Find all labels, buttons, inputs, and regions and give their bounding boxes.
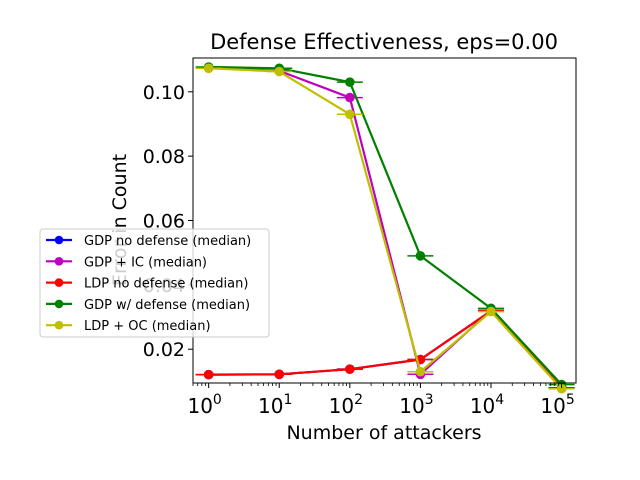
legend-marker <box>54 278 64 287</box>
legend: GDP no defense (median) GDP + IC (median)… <box>39 228 270 338</box>
legend-box <box>39 228 270 338</box>
x-tick-base: 10 <box>329 394 354 418</box>
legend-label: GDP + IC (median) <box>84 255 207 270</box>
legend-entry: LDP no defense (median) <box>46 277 248 292</box>
legend-entry: GDP no defense (median) <box>46 234 251 249</box>
data-point <box>345 92 355 103</box>
series-4 <box>195 63 575 394</box>
x-tick-exponent: 5 <box>566 392 575 408</box>
legend-label: LDP + OC (median) <box>84 319 211 334</box>
data-point <box>415 366 426 377</box>
data-point <box>345 109 355 120</box>
x-tick-base: 10 <box>187 394 212 418</box>
x-tick-label: 102 <box>329 392 363 418</box>
x-tick-label: 103 <box>399 392 433 418</box>
legend-entry: GDP w/ defense (median) <box>46 298 250 313</box>
x-axis-label: Number of attackers <box>286 422 481 444</box>
x-tick-exponent: 1 <box>284 392 293 408</box>
legend-marker <box>54 235 64 245</box>
x-tick-exponent: 2 <box>354 392 363 408</box>
legend-marker <box>54 299 64 309</box>
data-point <box>203 369 214 380</box>
x-tick-label: 101 <box>258 392 292 418</box>
x-tick-label: 100 <box>187 392 221 418</box>
y-tick-label: 0.02 <box>143 339 185 361</box>
x-tick-exponent: 0 <box>213 392 222 408</box>
x-axis: 100 101 102 103 104 105 <box>187 383 575 418</box>
y-tick-label: 0.06 <box>143 211 185 233</box>
legend-marker <box>54 257 64 266</box>
x-tick-label: 104 <box>470 392 504 418</box>
data-point <box>486 306 496 317</box>
data-point <box>345 364 355 374</box>
legend-entry: GDP + IC (median) <box>46 255 207 270</box>
data-point <box>345 77 355 87</box>
data-point <box>415 251 426 261</box>
x-tick-label: 105 <box>540 392 574 418</box>
legend-label: GDP no defense (median) <box>84 234 251 249</box>
legend-marker <box>54 320 64 330</box>
chart-title: Defense Effectiveness, eps=0.00 <box>210 30 558 54</box>
data-point <box>274 66 285 77</box>
x-tick-base: 10 <box>540 394 565 418</box>
y-tick-label: 0.10 <box>143 82 185 104</box>
x-tick-exponent: 4 <box>495 392 504 408</box>
x-tick-exponent: 3 <box>425 392 434 408</box>
legend-label: GDP w/ defense (median) <box>84 298 250 313</box>
legend-entry: LDP + OC (median) <box>46 319 211 334</box>
x-tick-base: 10 <box>399 394 424 418</box>
data-point <box>274 369 285 380</box>
x-tick-base: 10 <box>258 394 283 418</box>
data-point <box>203 63 214 74</box>
legend-label: LDP no defense (median) <box>84 277 248 292</box>
y-tick-label: 0.08 <box>143 146 185 168</box>
x-tick-base: 10 <box>470 394 495 418</box>
